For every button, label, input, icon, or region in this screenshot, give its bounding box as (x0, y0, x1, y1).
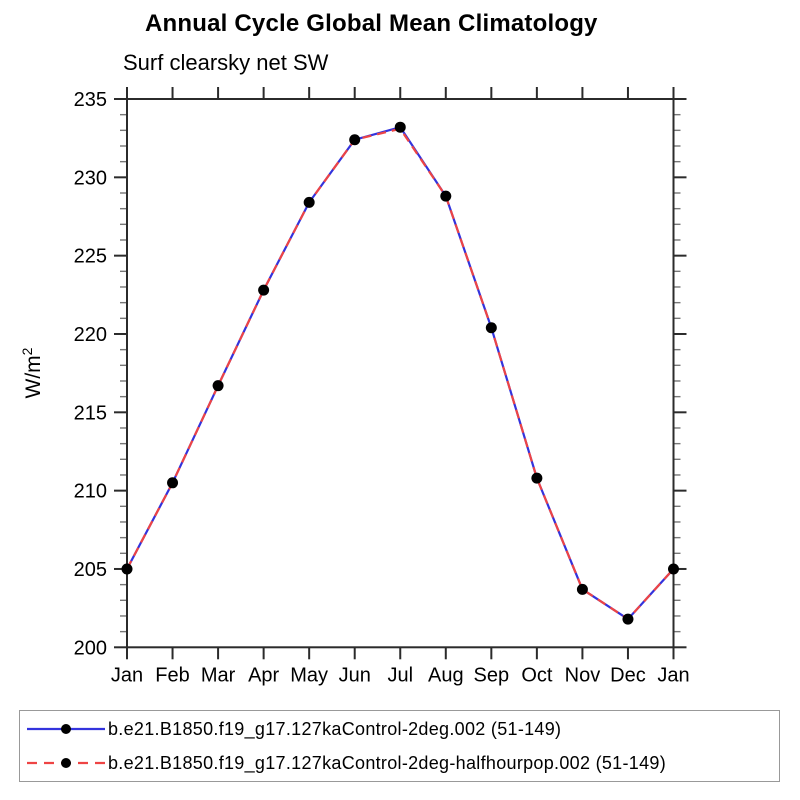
x-tick-label: Sep (474, 664, 510, 686)
legend-entry-halfhourpop: b.e21.B1850.f19_g17.127kaControl-2deg-ha… (20, 747, 779, 779)
legend-marker-dot (61, 758, 71, 768)
x-tick-label: Jan (111, 664, 143, 686)
y-tick-label: 215 (74, 402, 107, 424)
y-tick-label: 235 (74, 89, 107, 111)
legend-label-halfhourpop: b.e21.B1850.f19_g17.127kaControl-2deg-ha… (108, 752, 667, 773)
legend-label-control: b.e21.B1850.f19_g17.127kaControl-2deg.00… (108, 718, 562, 739)
legend-sample-dashed (27, 758, 105, 768)
y-axis-label: W/m2 (19, 347, 45, 398)
x-tick-label: Jan (657, 664, 689, 686)
y-tick-label: 230 (74, 167, 107, 189)
data-point-marker (622, 613, 634, 625)
x-tick-label: Nov (565, 664, 601, 686)
legend-entry-control: b.e21.B1850.f19_g17.127kaControl-2deg.00… (20, 713, 779, 745)
data-point-marker (167, 477, 179, 489)
x-tick-label: May (290, 664, 328, 686)
x-tick-label: Jun (339, 664, 371, 686)
x-tick-label: Feb (155, 664, 189, 686)
y-tick-label: 200 (74, 637, 107, 659)
legend-box: b.e21.B1850.f19_g17.127kaControl-2deg.00… (19, 710, 780, 782)
chart-subtitle: Surf clearsky net SW (123, 50, 329, 75)
data-point-marker (576, 583, 588, 595)
data-point-marker (394, 121, 406, 133)
data-point-marker (485, 322, 497, 334)
y-axis-label-base: W/m (22, 355, 45, 398)
y-tick-label: 205 (74, 559, 107, 581)
series-line-control (126, 125, 675, 621)
legend-marker-dot (61, 724, 71, 734)
y-tick-label: 225 (74, 246, 107, 268)
plot-frame (126, 98, 675, 649)
legend-sample-solid (27, 724, 105, 734)
y-tick-label: 210 (74, 481, 107, 503)
data-point-marker (303, 196, 315, 208)
x-tick-label: Apr (248, 664, 279, 686)
x-tick-label: Jul (387, 664, 413, 686)
series-line-halfhourpop (126, 127, 675, 621)
data-point-marker (531, 472, 543, 484)
data-point-marker (212, 380, 224, 392)
x-tick-label: Dec (610, 664, 646, 686)
chart-title: Annual Cycle Global Mean Climatology (145, 10, 598, 37)
data-point-marker (121, 563, 133, 575)
x-tick-label: Aug (428, 664, 464, 686)
data-point-marker (258, 284, 270, 296)
plot-svg: W/m2 200 205 210 215 220 225 230 235 Jan Feb Mar Ap… (19, 87, 690, 686)
x-tick-label: Mar (201, 664, 236, 686)
data-point-marker (440, 190, 452, 202)
y-axis-label-exponent: 2 (19, 347, 35, 355)
y-tick-label: 220 (74, 324, 107, 346)
data-point-marker (668, 563, 679, 575)
x-tick-label: Oct (521, 664, 553, 686)
data-point-marker (349, 134, 361, 146)
